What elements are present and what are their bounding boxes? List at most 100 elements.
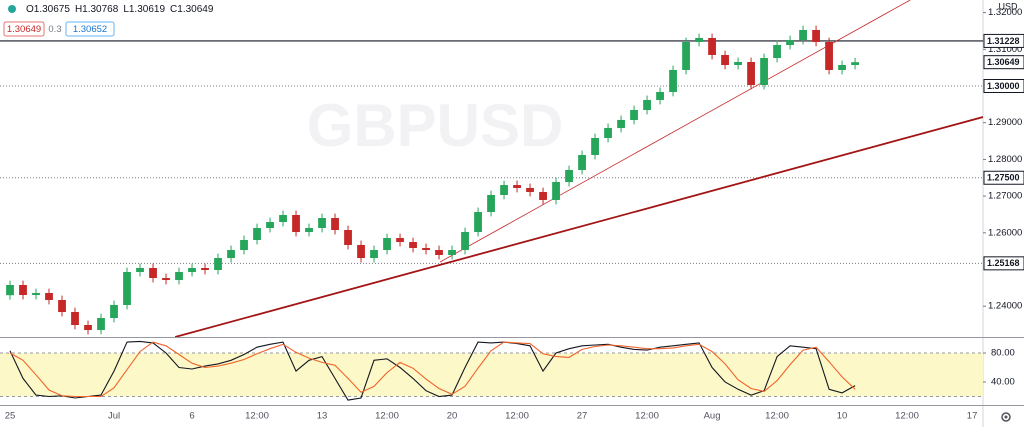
level-label: 1.27500 bbox=[987, 173, 1020, 183]
y-tick-label: 1.28000 bbox=[988, 154, 1022, 165]
candle-body bbox=[578, 154, 586, 171]
candle-body bbox=[669, 69, 677, 92]
last-price-label: 1.30649 bbox=[987, 57, 1020, 67]
x-tick-label: 6 bbox=[189, 411, 194, 422]
trend-line bbox=[174, 116, 983, 337]
level-label: 1.30000 bbox=[987, 81, 1020, 91]
stoch-line bbox=[9, 340, 856, 401]
x-tick-label: 20 bbox=[447, 411, 458, 422]
stoch-band bbox=[0, 353, 983, 397]
candle-body bbox=[565, 170, 573, 183]
candle-body bbox=[422, 247, 430, 251]
x-tick-label: 12:00 bbox=[895, 411, 919, 422]
candle-body bbox=[188, 267, 196, 273]
y-tick-label: 1.29000 bbox=[988, 117, 1022, 128]
candle-body bbox=[266, 222, 274, 228]
candle-body bbox=[500, 185, 508, 195]
candle-body bbox=[851, 62, 859, 65]
candle-body bbox=[279, 215, 287, 223]
ohlc-legend: C1.30649 bbox=[170, 4, 214, 15]
candle-body bbox=[344, 230, 352, 245]
x-tick-label: 13 bbox=[317, 411, 328, 422]
candle-body bbox=[825, 41, 833, 70]
candle-body bbox=[409, 242, 417, 248]
candle-body bbox=[45, 292, 53, 301]
candle-body bbox=[123, 272, 131, 305]
candle-body bbox=[149, 267, 157, 279]
y-tick-label: 1.26000 bbox=[988, 227, 1022, 238]
candle-body bbox=[721, 54, 729, 65]
candle-body bbox=[19, 284, 27, 296]
candle-body bbox=[461, 231, 469, 251]
ohlc-legend: H1.30768 bbox=[75, 4, 119, 15]
candle-body bbox=[318, 218, 326, 228]
candle-body bbox=[552, 182, 560, 200]
candle-body bbox=[435, 250, 443, 256]
candle-body bbox=[786, 40, 794, 45]
status-dot bbox=[8, 5, 16, 13]
spread: 0.3 bbox=[48, 24, 61, 35]
candle-body bbox=[812, 29, 820, 42]
settings-icon[interactable] bbox=[1001, 412, 1011, 422]
candle-body bbox=[656, 91, 664, 100]
candle-body bbox=[513, 185, 521, 188]
candle-body bbox=[214, 258, 222, 271]
level-label: 1.31228 bbox=[987, 36, 1020, 46]
candle-body bbox=[734, 61, 742, 65]
y-tick-label: 1.24000 bbox=[988, 301, 1022, 312]
x-tick-label: 25 bbox=[5, 411, 16, 422]
main-pane bbox=[0, 0, 983, 337]
candle-body bbox=[253, 227, 261, 240]
candle-body bbox=[71, 312, 79, 325]
currency: USD bbox=[998, 1, 1018, 11]
bid-box[interactable] bbox=[3, 21, 45, 37]
x-tick-label: 12:00 bbox=[375, 411, 399, 422]
candle-body bbox=[136, 267, 144, 273]
candle-body bbox=[760, 57, 768, 86]
x-tick-label: Jul bbox=[108, 411, 120, 422]
x-tick-label: 10 bbox=[837, 411, 848, 422]
candle-body bbox=[58, 300, 66, 313]
x-tick-label: 27 bbox=[577, 411, 588, 422]
y-tick-label: 1.27000 bbox=[988, 191, 1022, 202]
candle-body bbox=[539, 191, 547, 200]
candle-body bbox=[708, 37, 716, 55]
ask: 1.30652 bbox=[73, 24, 107, 35]
ask-box[interactable] bbox=[65, 21, 115, 37]
candle-body bbox=[370, 250, 378, 259]
x-tick-label: 12:00 bbox=[635, 411, 659, 422]
level-box bbox=[983, 256, 1024, 271]
candle-body bbox=[32, 292, 40, 296]
y-tick-label: 40.00 bbox=[991, 377, 1015, 388]
level-box bbox=[983, 170, 1024, 185]
watermark: GBPUSD bbox=[307, 92, 564, 159]
candle-body bbox=[617, 119, 625, 128]
candle-body bbox=[97, 318, 105, 331]
level-box bbox=[983, 78, 1024, 93]
candle-body bbox=[799, 29, 807, 41]
candle-body bbox=[526, 187, 534, 192]
candle-body bbox=[383, 238, 391, 251]
level-label: 1.25168 bbox=[987, 258, 1020, 268]
candle-body bbox=[6, 284, 14, 296]
candle-body bbox=[643, 99, 651, 110]
stoch-line bbox=[9, 341, 856, 398]
last-price-box bbox=[983, 55, 1024, 70]
candle-body bbox=[110, 304, 118, 319]
candle-body bbox=[201, 267, 209, 271]
ohlc-legend: L1.30619 bbox=[123, 4, 165, 15]
candle-body bbox=[487, 194, 495, 212]
x-tick-label: 12:00 bbox=[505, 411, 529, 422]
candle-body bbox=[292, 215, 300, 232]
candle-body bbox=[227, 250, 235, 259]
candle-body bbox=[448, 250, 456, 256]
candle-body bbox=[162, 278, 170, 281]
level-box bbox=[983, 33, 1024, 48]
y-tick-label: 80.00 bbox=[991, 348, 1015, 359]
y-tick-label: 1.32000 bbox=[988, 7, 1022, 18]
candle-body bbox=[604, 127, 612, 139]
candle-body bbox=[84, 324, 92, 331]
x-tick-label: Aug bbox=[704, 411, 721, 422]
stoch-pane bbox=[0, 340, 983, 401]
